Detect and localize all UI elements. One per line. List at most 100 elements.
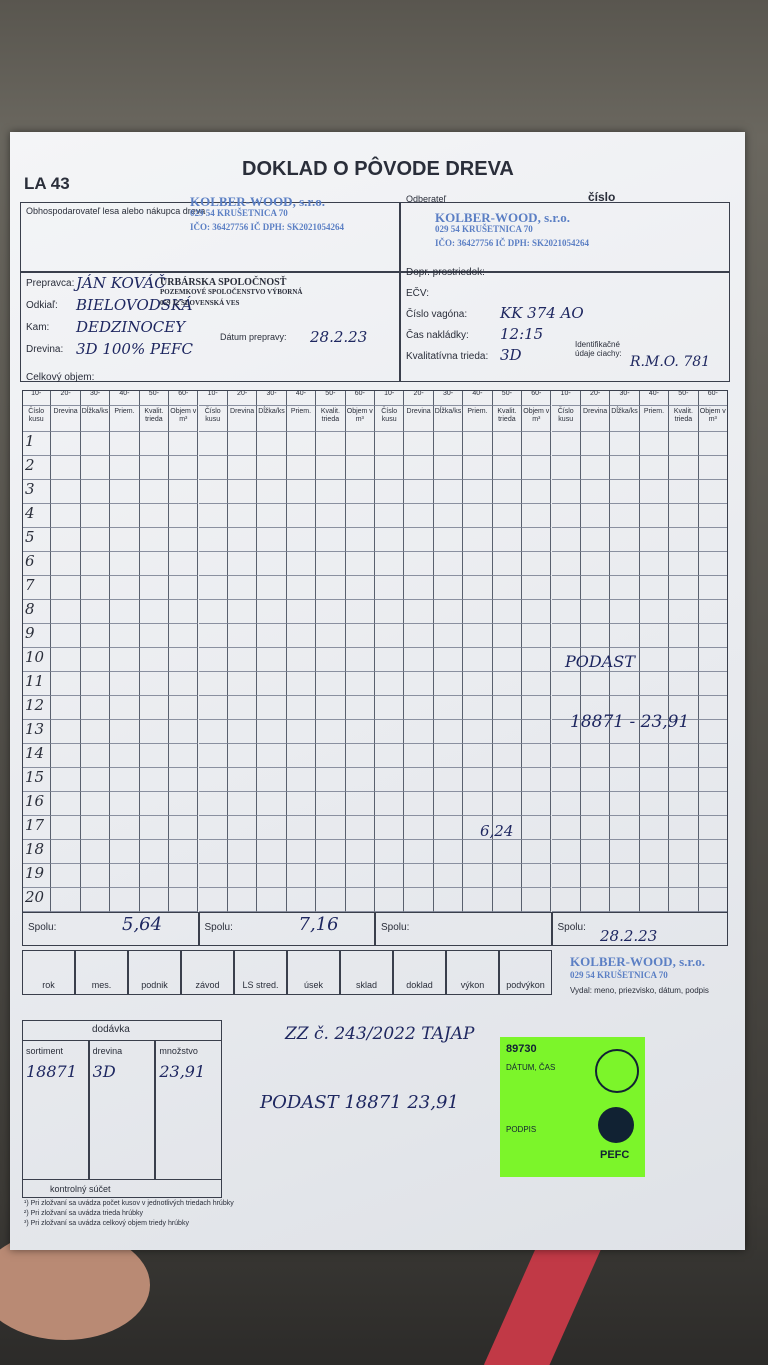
table-cell	[139, 720, 170, 744]
table-cell	[375, 576, 405, 600]
table-cell	[169, 720, 199, 744]
table-cell	[669, 480, 699, 504]
table-cell	[227, 696, 258, 720]
table-cell	[375, 528, 405, 552]
supplier-stamp-line: IČO: 36427756 IČ DPH: SK2021054264	[190, 222, 345, 232]
table-cell	[169, 624, 199, 648]
field-label: Celkový objem:	[26, 372, 95, 383]
table-cell	[580, 840, 611, 864]
table-cell	[610, 552, 640, 576]
column-header: Číslo kusu	[551, 406, 581, 432]
table-cell	[227, 576, 258, 600]
table-cell	[257, 624, 287, 648]
table-cell	[286, 600, 317, 624]
table-cell	[492, 600, 523, 624]
table-cell	[169, 576, 199, 600]
diameter-group: 10-	[375, 390, 405, 406]
table-cell	[639, 600, 670, 624]
table-cell	[433, 840, 464, 864]
delivery-column-label: drevina	[92, 1046, 123, 1056]
note: 6,24	[480, 822, 514, 840]
table-cell	[169, 840, 199, 864]
table-cell	[492, 480, 523, 504]
table-cell	[51, 600, 81, 624]
code-label: sklad	[355, 980, 377, 990]
table-cell	[492, 624, 523, 648]
table-cell	[404, 864, 434, 888]
table-cell	[139, 888, 170, 912]
carrier-stamp-line: 059 12 SLOVENSKÁ VES	[160, 299, 240, 307]
field-value: JÁN KOVÁČ	[76, 274, 166, 292]
row-number: 10	[22, 648, 52, 672]
column-header: Priem.	[110, 406, 140, 432]
table-cell	[80, 504, 111, 528]
table-cell	[375, 456, 405, 480]
table-cell	[492, 840, 523, 864]
table-cell	[139, 648, 170, 672]
table-cell	[669, 672, 699, 696]
table-cell	[639, 816, 670, 840]
table-cell	[580, 480, 611, 504]
table-cell	[669, 864, 699, 888]
code-cell	[128, 950, 181, 995]
diameter-group: 50-	[139, 390, 170, 406]
field-label: Prepravca:	[26, 278, 75, 289]
table-cell	[404, 888, 434, 912]
row-number: 7	[22, 576, 52, 600]
table-cell	[286, 432, 317, 456]
table-cell	[51, 696, 81, 720]
table-cell	[551, 648, 581, 672]
table-cell	[139, 864, 170, 888]
table-cell	[286, 648, 317, 672]
table-cell	[139, 432, 170, 456]
table-cell	[669, 504, 699, 528]
table-cell	[257, 744, 287, 768]
table-cell	[522, 528, 552, 552]
table-cell	[463, 624, 493, 648]
total-label: Spolu:	[28, 922, 57, 933]
buyer-label: Odberateľ	[406, 194, 447, 204]
field-value: DEDZINOCEY	[76, 318, 186, 336]
table-cell	[316, 552, 346, 576]
table-cell	[669, 840, 699, 864]
table-cell	[316, 528, 346, 552]
table-cell	[345, 576, 375, 600]
table-cell	[110, 624, 140, 648]
table-cell	[639, 624, 670, 648]
table-cell	[51, 888, 81, 912]
code-cell	[287, 950, 340, 995]
table-cell	[522, 840, 552, 864]
table-cell	[463, 672, 493, 696]
table-cell	[286, 816, 317, 840]
table-cell	[610, 864, 640, 888]
field-value: BIELOVODSKÁ	[76, 296, 193, 314]
table-cell	[169, 528, 199, 552]
column-header: Priem.	[463, 406, 493, 432]
delivery-title: dodávka	[92, 1024, 130, 1035]
table-cell	[669, 816, 699, 840]
table-cell	[433, 816, 464, 840]
table-cell	[110, 720, 140, 744]
table-cell	[227, 792, 258, 816]
table-cell	[227, 456, 258, 480]
table-cell	[51, 720, 81, 744]
field-value: 3D	[500, 346, 522, 364]
table-cell	[227, 552, 258, 576]
table-cell	[522, 696, 552, 720]
table-cell	[404, 480, 434, 504]
table-cell	[463, 816, 493, 840]
field-label: Čas nakládky:	[406, 330, 469, 341]
table-cell	[610, 888, 640, 912]
pefc-sticker: 89730 DÁTUM, ČAS PODPIS PEFC	[500, 1037, 645, 1177]
row-number: 20	[22, 888, 52, 912]
diameter-group: 40-	[639, 390, 670, 406]
row-number: 6	[22, 552, 52, 576]
table-cell	[345, 840, 375, 864]
table-cell	[345, 528, 375, 552]
carrier-cell	[20, 272, 400, 382]
diameter-group: 40-	[463, 390, 493, 406]
table-cell	[110, 672, 140, 696]
table-cell	[257, 504, 287, 528]
table-cell	[404, 744, 434, 768]
table-cell	[639, 672, 670, 696]
